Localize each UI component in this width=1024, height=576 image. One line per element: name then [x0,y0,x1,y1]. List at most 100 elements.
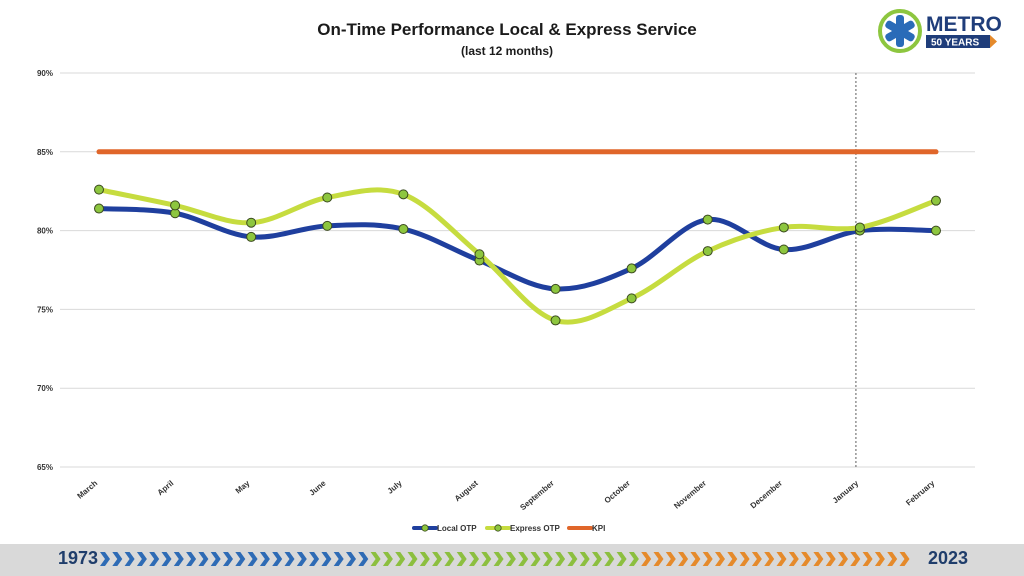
chevron-arrow-icon [407,552,418,566]
chevron-arrow-icon [309,552,320,566]
data-point-local-otp [626,263,637,274]
chevron-arrow-icon [173,552,184,566]
chevron-arrow-icon [518,552,529,566]
chevron-arrow-icon [850,552,861,566]
chevron-arrow-icon [419,552,430,566]
footer-chevrons [100,552,910,566]
chevron-arrow-icon [358,552,369,566]
asterisk-icon [885,15,915,47]
chevron-arrow-icon [678,552,689,566]
chevron-arrow-icon [542,552,553,566]
chevron-arrow-icon [112,552,123,566]
chevron-arrow-icon [481,552,492,566]
chevron-arrow-icon [764,552,775,566]
logo-tagline-arrow [990,35,997,48]
chevron-arrow-icon [370,552,381,566]
x-tick-label: August [453,478,480,503]
chevron-arrow-icon [346,552,356,566]
chevron-arrow-icon [198,552,209,566]
y-tick-label: 65% [37,463,53,472]
chevron-arrow-icon [592,552,602,566]
data-point-express-otp [854,222,865,233]
data-point-express-otp [931,195,941,206]
chevron-arrow-icon [259,552,270,566]
chevron-arrow-icon [456,552,467,566]
chevron-arrow-icon [235,552,246,566]
data-point-local-otp [398,224,409,235]
logo-brand: METRO [926,13,1002,36]
chevron-arrow-icon [702,552,713,566]
chevron-arrow-icon [333,552,344,566]
legend-marker-local-otp [421,524,429,532]
chevron-arrow-icon [247,552,258,566]
chevron-arrow-icon [751,552,762,566]
chevron-arrow-icon [124,552,135,566]
x-tick-label: March [75,479,99,501]
chevron-arrow-icon [432,552,443,566]
chevron-arrow-icon [604,552,615,566]
chevron-arrow-icon [628,552,639,566]
logo-tagline: 50 YEARS [931,38,980,49]
x-tick-label: November [672,479,708,511]
chart-title: On-Time Performance Local & Express Serv… [317,20,697,39]
chevron-arrow-icon [321,552,332,566]
y-tick-label: 75% [37,305,53,314]
chevron-arrow-icon [149,552,160,566]
y-tick-label: 85% [37,148,53,157]
chevron-arrow-icon [555,552,566,566]
data-point-express-otp [550,315,561,326]
chevron-arrow-icon [739,552,750,566]
footer-start-year: 1973 [58,548,99,568]
chevron-arrow-icon [382,552,393,566]
chevron-arrow-icon [887,552,898,566]
x-tick-label: September [518,479,555,512]
chevron-arrow-icon [641,552,652,566]
chevron-arrow-icon [444,552,455,566]
chevron-arrow-icon [186,552,197,566]
footer-end-year: 2023 [928,548,969,568]
data-point-local-otp [702,214,713,225]
data-point-express-otp [246,217,257,228]
chart-subtitle: (last 12 months) [460,44,553,58]
chevron-arrow-icon [727,552,738,566]
chevron-arrow-icon [788,552,799,566]
chevron-arrow-icon [567,552,578,566]
logo-tagline-bg [926,35,990,48]
y-tick-label: 90% [37,69,53,78]
chevron-arrow-icon [579,552,590,566]
series-line-local-otp [96,206,939,292]
x-tick-label: February [904,478,936,507]
chevron-arrow-icon [838,552,848,566]
chevron-arrow-icon [272,552,283,566]
chevron-arrow-icon [469,552,479,566]
x-tick-label: July [386,478,404,496]
chevron-arrow-icon [530,552,541,566]
logo-ring [878,9,922,53]
data-point-express-otp [474,249,485,260]
chevron-arrow-icon [284,552,295,566]
chevron-arrow-icon [862,552,873,566]
chevron-arrow-icon [161,552,172,566]
chevron-arrow-icon [505,552,516,566]
chevron-arrow-icon [210,552,221,566]
data-point-local-otp [778,244,789,255]
chevron-arrow-icon [136,552,147,566]
data-point-express-otp [398,189,409,200]
data-point-local-otp [246,231,257,242]
chevron-arrow-icon [801,552,812,566]
chevron-arrow-icon [653,552,664,566]
data-point-local-otp [322,220,333,231]
legend-marker-express-otp [494,524,502,532]
x-tick-label: December [749,479,784,511]
chevron-arrow-icon [100,552,110,566]
data-point-express-otp [94,184,104,195]
data-point-local-otp [94,203,104,214]
x-tick-label: October [603,479,632,506]
legend-label-express-otp: Express OTP [510,524,560,533]
legend-label-local-otp: Local OTP [437,524,477,533]
chevron-arrow-icon [616,552,627,566]
chevron-arrow-icon [665,552,676,566]
y-tick-label: 70% [37,384,53,393]
chevron-arrow-icon [493,552,504,566]
chevron-arrow-icon [776,552,787,566]
